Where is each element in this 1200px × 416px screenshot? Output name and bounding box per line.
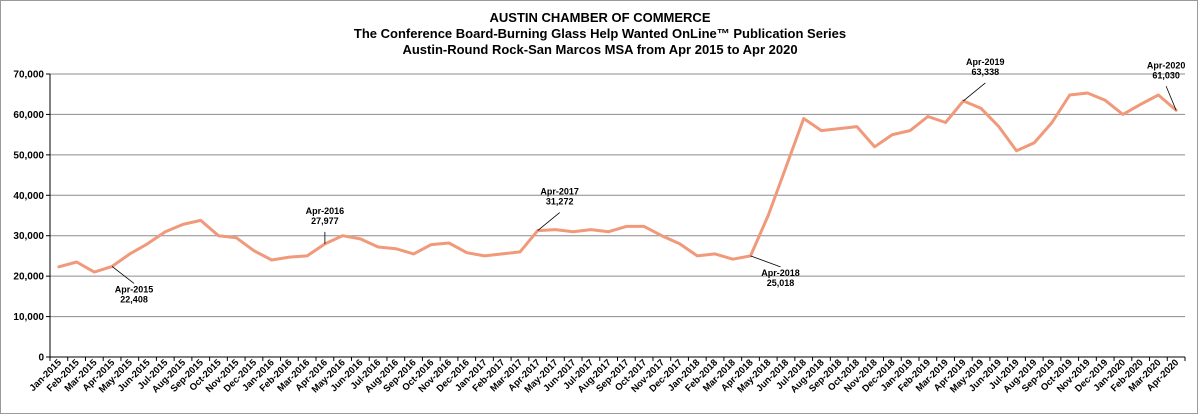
data-point — [1086, 92, 1089, 95]
data-point — [1139, 103, 1142, 106]
data-point — [909, 129, 912, 132]
y-tick-label: 50,000 — [13, 150, 44, 161]
data-point — [412, 252, 415, 255]
data-point — [944, 121, 947, 124]
data-point — [518, 250, 521, 253]
data-point — [802, 117, 805, 120]
y-tick-label: 60,000 — [13, 110, 44, 121]
data-point — [128, 252, 131, 255]
y-tick-label: 20,000 — [13, 272, 44, 283]
data-point — [1068, 94, 1071, 97]
annotation-value: 27,977 — [311, 216, 339, 226]
data-point — [341, 234, 344, 237]
data-point — [607, 230, 610, 233]
data-point — [483, 254, 486, 257]
data-point — [288, 256, 291, 259]
y-tick-label: 10,000 — [13, 312, 44, 323]
data-point — [1050, 121, 1053, 124]
data-point — [164, 230, 167, 233]
data-point — [660, 234, 663, 237]
data-point — [696, 254, 699, 257]
annotation-leader-line — [537, 212, 560, 231]
data-point — [554, 228, 557, 231]
data-point — [838, 127, 841, 130]
data-point — [448, 241, 451, 244]
data-point — [873, 145, 876, 148]
series-line — [57, 91, 1178, 274]
annotation-leader-line — [1165, 86, 1177, 111]
data-point — [430, 243, 433, 246]
data-point — [891, 133, 894, 136]
data-point — [980, 107, 983, 110]
annotation-value: 31,272 — [546, 197, 574, 207]
data-point — [926, 115, 929, 118]
annotation-value: 61,030 — [1152, 70, 1180, 80]
data-point — [714, 252, 717, 255]
data-point — [731, 258, 734, 261]
annotation-label: Apr-2020 — [1147, 60, 1186, 70]
data-point — [75, 260, 78, 263]
data-point — [1121, 113, 1124, 116]
data-point — [394, 247, 397, 250]
data-point — [589, 228, 592, 231]
data-point — [359, 237, 362, 240]
data-point — [182, 223, 185, 226]
data-point — [678, 242, 681, 245]
chart-title: AUSTIN CHAMBER OF COMMERCE — [489, 10, 711, 25]
data-point — [270, 258, 273, 261]
annotation-value: 63,338 — [972, 67, 1000, 77]
data-point — [252, 249, 255, 252]
data-point — [625, 225, 628, 228]
data-point — [235, 236, 238, 239]
data-point — [1015, 149, 1018, 152]
annotation-label: Apr-2015 — [115, 284, 154, 294]
annotation-label: Apr-2019 — [966, 57, 1005, 67]
data-point — [784, 165, 787, 168]
annotation-value: 25,018 — [767, 278, 795, 288]
data-point — [1157, 94, 1160, 97]
data-point — [57, 265, 60, 268]
data-point — [93, 271, 96, 274]
data-point — [1033, 141, 1036, 144]
y-tick-label: 0 — [38, 353, 44, 364]
data-point — [1104, 99, 1107, 102]
data-point — [377, 246, 380, 249]
data-point — [501, 252, 504, 255]
y-tick-label: 30,000 — [13, 231, 44, 242]
annotation-label: Apr-2018 — [761, 268, 800, 278]
annotation-leader-line — [750, 255, 781, 268]
annotation-leader-line — [111, 266, 135, 284]
annotation-label: Apr-2016 — [306, 206, 345, 216]
data-point — [643, 225, 646, 228]
annotation-label: Apr-2017 — [540, 187, 579, 197]
annotation-leader-line — [963, 82, 986, 102]
chart-subtitle-2: Austin-Round Rock-San Marcos MSA from Ap… — [402, 42, 798, 57]
data-point — [820, 129, 823, 132]
data-point — [146, 242, 149, 245]
data-point — [217, 234, 220, 237]
y-tick-label: 70,000 — [13, 70, 44, 81]
data-point — [465, 251, 468, 254]
annotation-value: 22,408 — [120, 294, 148, 304]
data-point — [572, 230, 575, 233]
data-point — [997, 125, 1000, 128]
y-tick-label: 40,000 — [13, 191, 44, 202]
data-point — [855, 125, 858, 128]
data-point — [767, 214, 770, 217]
chart-subtitle: The Conference Board-Burning Glass Help … — [353, 26, 847, 41]
data-point — [199, 219, 202, 222]
data-point — [306, 254, 309, 257]
chart-titles: AUSTIN CHAMBER OF COMMERCE The Conferenc… — [0, 10, 1200, 58]
